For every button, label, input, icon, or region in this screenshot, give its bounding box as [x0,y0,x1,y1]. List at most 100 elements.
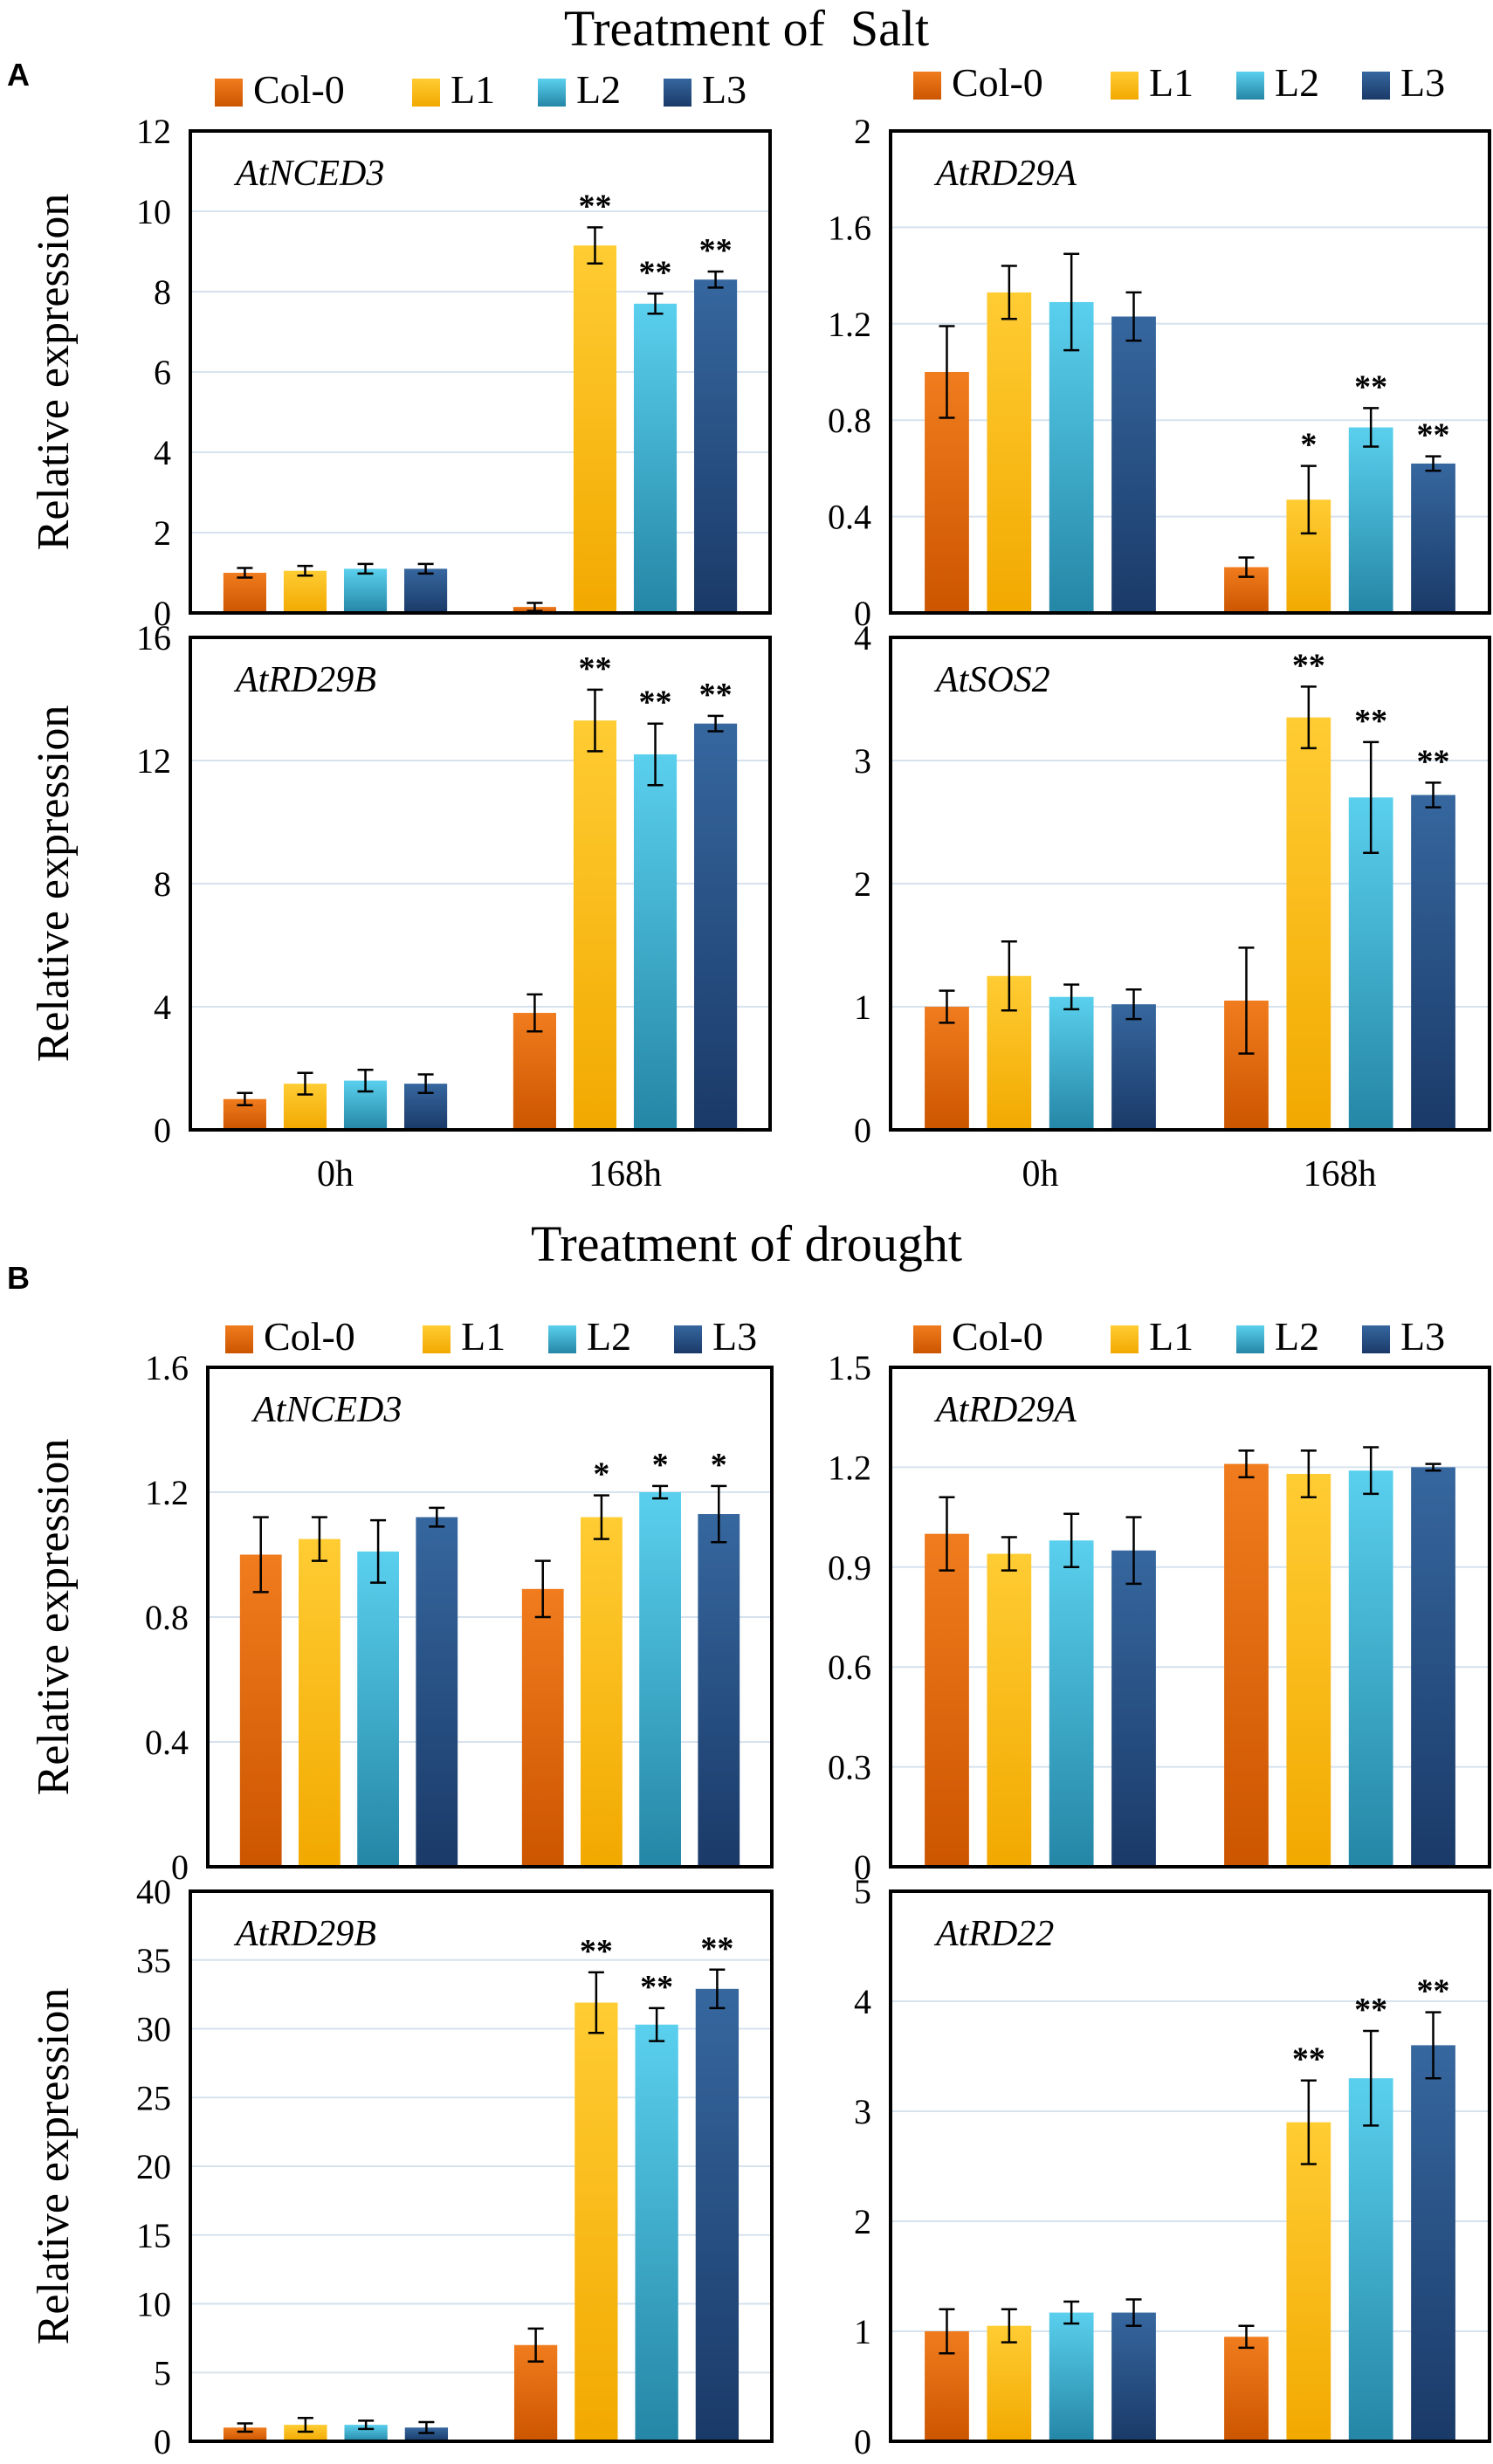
error-bar-l1-0h [1001,1536,1017,1572]
plot-frame [889,636,1491,1132]
bar-l3-0h [1111,1550,1156,1867]
y-tick-label: 1 [854,988,871,1027]
error-bar-col-0-168h [1238,2324,1255,2350]
chart-salt-rd29b: 0 4 8 12 16 0h ** ** ** 168h AtRD29B Relative expre… [29,618,772,1194]
bar-l1-0h [987,1553,1032,1867]
bar-l2-0h [344,2425,388,2441]
y-axis-label: Relative expression [29,194,79,551]
legend-swatch-l3 [674,1325,702,1353]
bar-col-0-168h [1224,2337,1269,2441]
y-tick-label: 2 [854,112,871,151]
error-bar-l3-168h [1425,455,1441,472]
significance-mark: ** [1417,743,1450,780]
significance-mark: ** [1354,368,1387,405]
y-tick-label: 4 [854,618,871,657]
error-bar-l2-168h [1363,1446,1379,1496]
bar-l3-168h [1411,463,1455,613]
legend-swatch-l2 [538,79,566,107]
bar-col-0-168h [521,1588,564,1867]
y-tick-label: 16 [136,618,171,657]
y-tick-label: 20 [136,2147,171,2186]
y-tick-label: 0.6 [828,1648,871,1687]
x-tick-label: 168h [588,1154,662,1194]
error-bar-l1-168h [1300,685,1317,750]
error-bar-l1-0h [297,564,313,577]
bar-l1-168h [1286,2122,1331,2441]
bar-l2-0h [357,1551,399,1867]
y-tick-label: 8 [154,864,171,904]
bar-l1-168h [1286,1474,1331,1867]
bar-col-0-0h [239,1554,282,1867]
y-tick-label: 35 [136,1941,171,1980]
bar-l2-0h [1049,301,1094,613]
y-tick-label: 10 [136,192,171,231]
y-tick-label: 0 [854,594,871,633]
significance-mark: ** [1354,1992,1387,2028]
legend-label-l3: L3 [702,67,746,112]
bar-col-0-0h [223,2427,267,2441]
bar-l1-0h [987,2325,1032,2441]
plot-frame [889,129,1491,615]
bar-l2-168h [635,2024,678,2441]
error-bar-l3-168h [1425,1463,1441,1472]
error-bar-col-0-168h [526,993,543,1033]
legend-label-l1: L1 [1149,60,1194,105]
error-bar-l3-0h [418,2420,435,2434]
y-tick-label: 0.8 [145,1598,189,1637]
error-bar-l1-0h [1001,265,1017,320]
error-bar-col-0-0h [939,1496,955,1572]
error-bar-col-0-168h [1238,1449,1255,1479]
y-axis-label: Relative expression [29,1439,79,1796]
legend-label-l1: L1 [1149,1314,1194,1359]
y-tick-label: 30 [136,2010,171,2049]
significance-mark: ** [578,650,611,687]
bar-l3-168h [694,723,738,1130]
significance-mark: ** [699,677,733,713]
bar-l2-0h [1049,996,1094,1130]
bar-l3-168h [1411,1467,1455,1867]
legend-label-l1: L1 [451,67,495,112]
legend-salt-right: Col-0 L1 L2 L3 [913,60,1445,105]
significance-mark: ** [1417,417,1450,454]
y-tick-label: 2 [854,2202,871,2241]
error-bar-l2-168h [1363,407,1379,448]
error-bar-col-0-0h [237,1091,253,1107]
x-tick-label: 0h [1022,1154,1059,1194]
y-tick-label: 1.2 [145,1473,189,1512]
legend-swatch-col-0 [913,72,941,100]
y-tick-label: 12 [136,112,171,151]
error-bar-l1-168h [1300,2079,1317,2165]
panel-b-title: Treatment of drought [531,1215,962,1272]
error-bar-l1-168h [587,226,603,265]
significance-mark: * [652,1447,669,1483]
y-tick-label: 0.9 [828,1548,871,1587]
bar-col-0-0h [223,573,266,613]
chart-drought-rd22: 0123450h******168hAtRD22 [854,1872,1491,2461]
chart-drought-rd29a: 0 0.3 0.6 0.9 1.2 1.5 AtRD29A [828,1348,1491,1887]
gene-title: AtSOS2 [933,660,1050,700]
y-tick-label: 0 [171,1848,189,1887]
y-tick-label: 0 [854,2422,871,2461]
legend-swatch-l1 [423,1325,451,1353]
bar-l2-0h [343,568,388,613]
error-bar-l3-168h [711,1484,727,1544]
error-bar-l3-168h [1425,781,1441,809]
legend-swatch-col-0 [913,1325,941,1353]
error-bar-l3-0h [1125,1516,1142,1586]
error-bar-col-0-168h [1238,946,1255,1055]
bar-l2-0h [1049,1540,1094,1867]
error-bar-col-0-0h [939,325,955,419]
significance-mark: ** [699,232,733,269]
gene-title: AtNCED3 [233,154,384,194]
legend-salt-left: Col-0 L1 L2 L3 [215,67,746,112]
error-bar-l3-0h [1125,988,1142,1021]
bar-l1-168h [573,245,617,613]
error-bar-l3-168h [707,270,724,289]
y-tick-label: 0.8 [828,401,871,440]
gene-title: AtRD29B [233,660,376,700]
y-tick-label: 0 [854,1848,871,1887]
significance-mark: * [711,1447,727,1483]
y-axis-label: Relative expression [29,1988,79,2345]
bar-l3-0h [1111,316,1156,613]
y-tick-label: 4 [854,1982,871,2021]
